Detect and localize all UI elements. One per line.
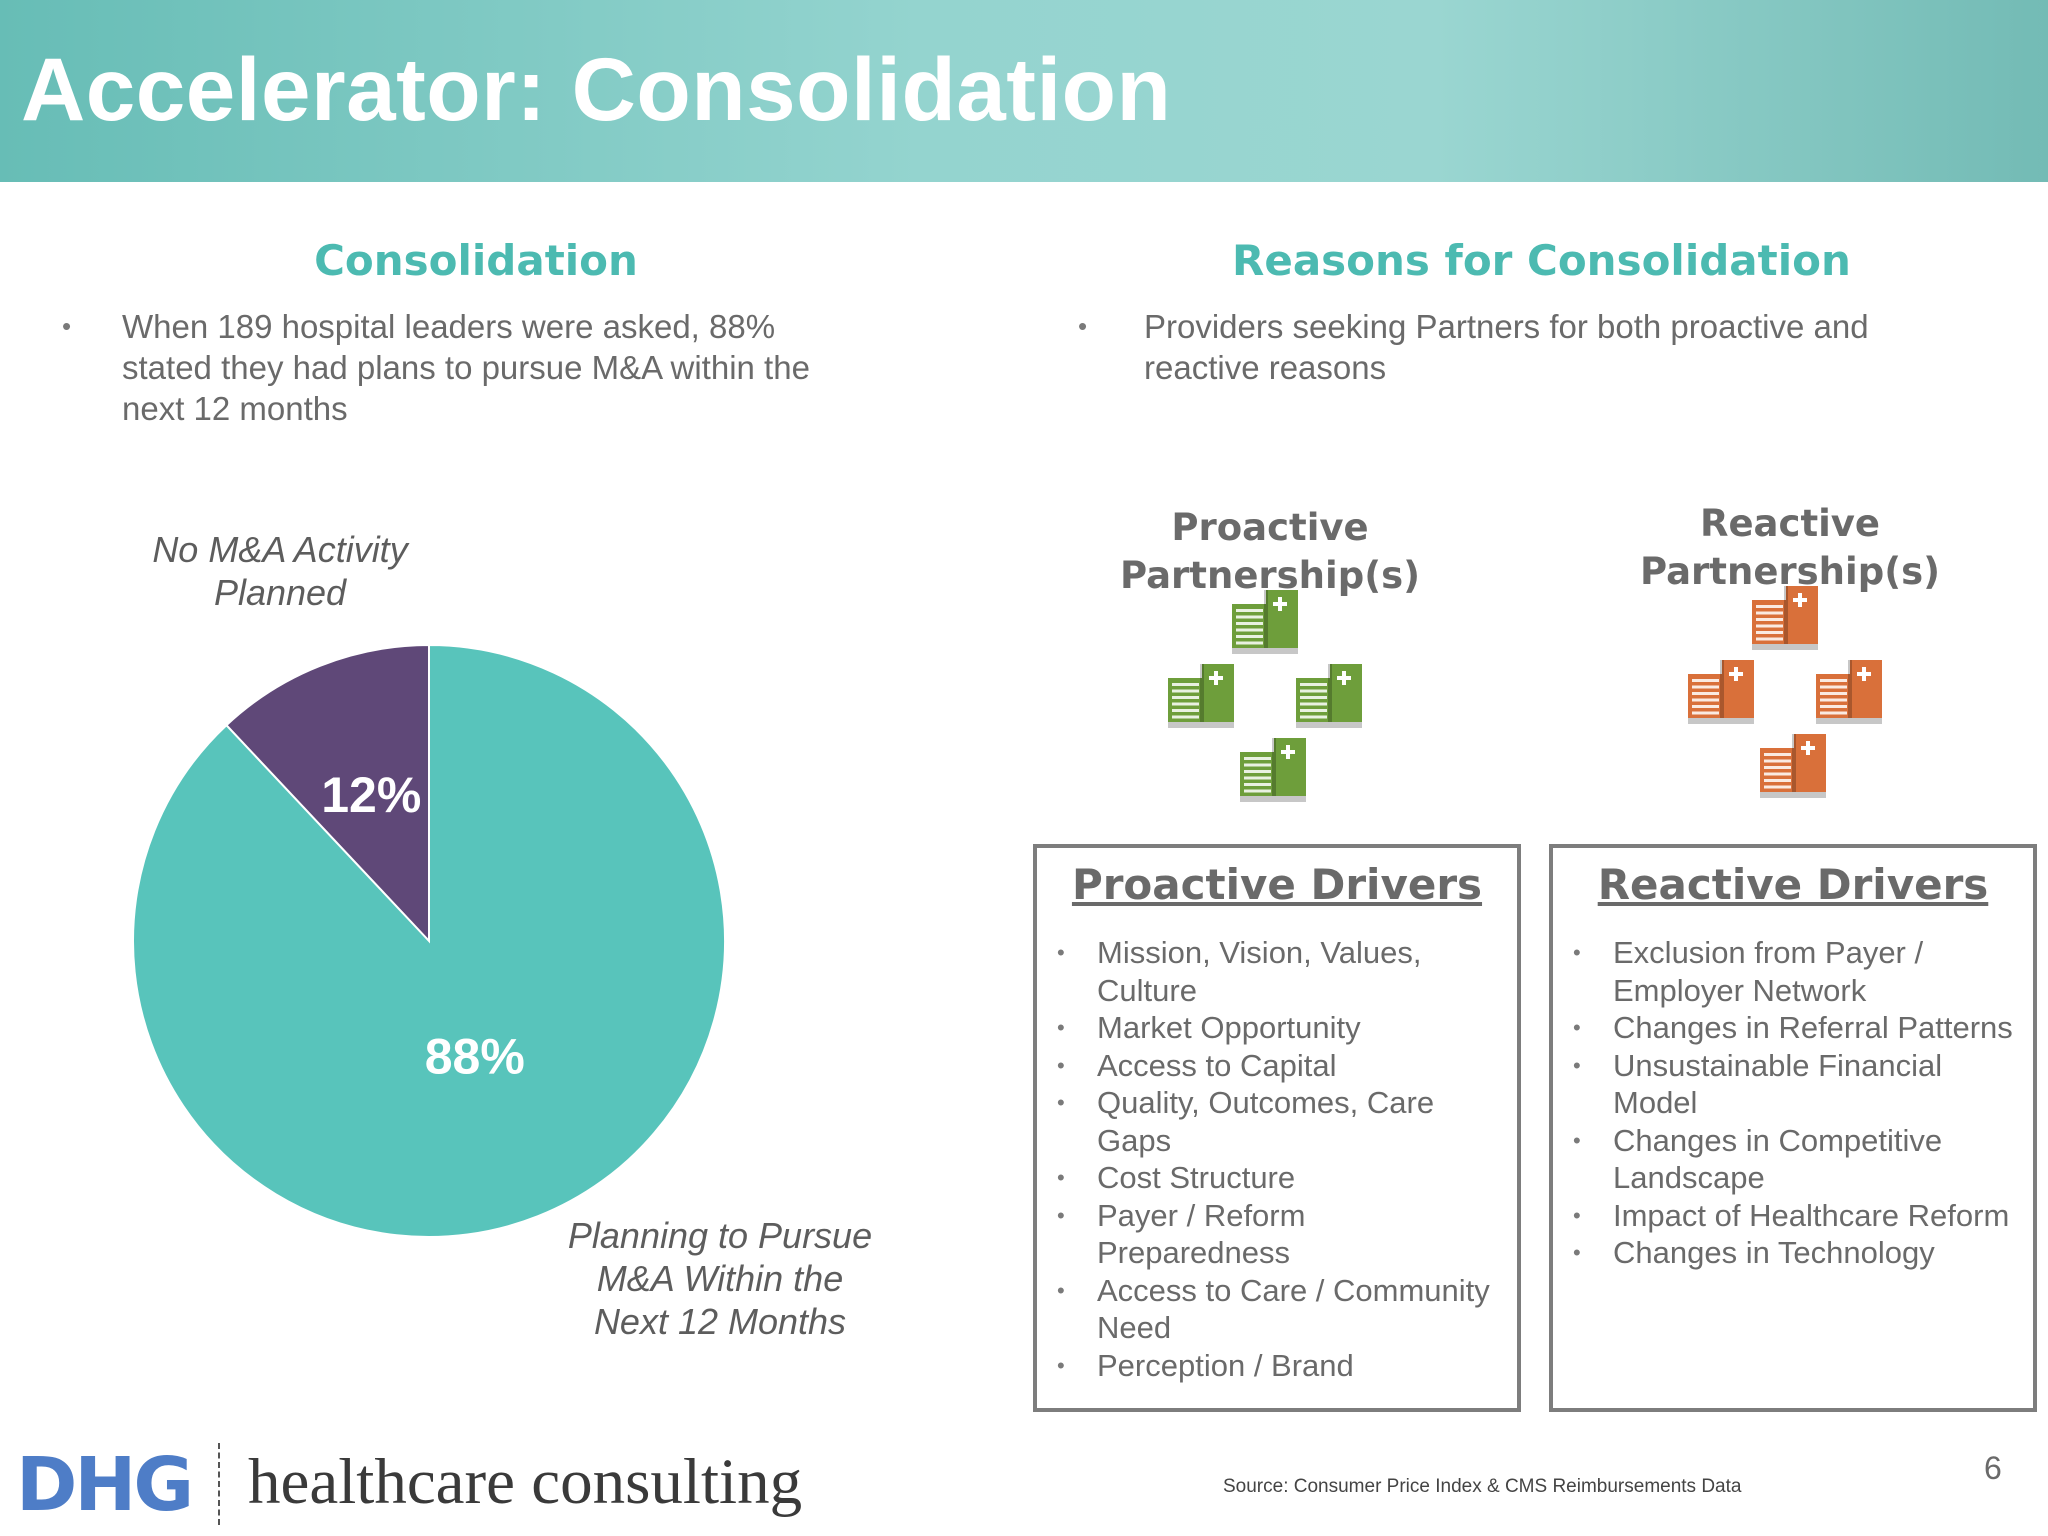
driver-item-line: Need: [1097, 1310, 1172, 1345]
hospital-building-icon: [1760, 734, 1826, 798]
driver-item-line: Payer / Reform: [1097, 1197, 1306, 1233]
bullet-dot: •: [1057, 1202, 1065, 1228]
reactive-title-line: Partnership(s): [1639, 550, 1941, 593]
pie-slice-labels: 12% 88%: [321, 767, 525, 1084]
proactive-title-line: Partnership(s): [1119, 554, 1421, 597]
hospital-building-icon: [1816, 660, 1882, 724]
pie-slices: [131, 643, 726, 1238]
hospital-building-icon: [1240, 738, 1306, 802]
reactive-partnership-title: Reactive Partnership(s): [1630, 500, 1950, 596]
driver-item-line: Gaps: [1097, 1122, 1172, 1158]
hospital-building-icon: [1232, 590, 1298, 654]
driver-item-line: Mission, Vision, Values,: [1097, 935, 1422, 970]
driver-item-line: Employer Network: [1613, 972, 1867, 1008]
driver-item-line: Impact of Healthcare Reform: [1613, 1197, 2010, 1233]
driver-item-line: Access to Care / Community: [1097, 1272, 1490, 1308]
bullet-dot: •: [1057, 1090, 1065, 1115]
driver-item-line: Access to Capital: [1097, 1047, 1337, 1083]
reasons-heading: Reasons for Consolidation: [1232, 236, 1851, 285]
bullet-dot: •: [1057, 1165, 1065, 1190]
bullet-dot: •: [1573, 1052, 1581, 1078]
bullet-dot: •: [1078, 311, 1088, 341]
reactive-drivers-heading: Reactive Drivers: [1597, 860, 1989, 909]
driver-item-line: Changes in Technology: [1613, 1235, 1935, 1270]
driver-item-line: Cost Structure: [1097, 1160, 1296, 1195]
reactive-drivers-box: Reactive Drivers • Exclusion from Payer /…: [1549, 844, 2037, 1412]
bullet-dot: •: [1057, 1015, 1065, 1040]
bullet-line: When 189 hospital leaders were asked, 88…: [122, 308, 776, 345]
planning-label: Planning to Pursue M&A Within the Next 1…: [560, 1214, 880, 1343]
driver-item-line: Market Opportunity: [1097, 1010, 1361, 1045]
driver-item-line: Quality, Outcomes, Care: [1097, 1085, 1435, 1120]
bullet-line: next 12 months: [122, 390, 348, 427]
pie-slice-label: 88%: [425, 1029, 525, 1085]
bullet-dot: •: [1573, 1202, 1581, 1228]
bullet-dot: •: [1057, 940, 1065, 965]
page-number: 6: [1984, 1450, 2002, 1486]
proactive-drivers-box: Proactive Drivers • Mission, Vision, Valu…: [1033, 844, 1521, 1412]
bullet-dot: •: [1573, 1015, 1581, 1040]
proactive-partnership-title: Proactive Partnership(s): [1110, 504, 1430, 600]
hospital-building-icon: [1168, 664, 1234, 728]
consolidation-heading: Consolidation: [314, 236, 638, 285]
driver-item-line: Unsustainable Financial: [1613, 1047, 1943, 1083]
hospital-building-icon: [1688, 660, 1754, 724]
bullet-dot: •: [1573, 1240, 1581, 1265]
pie-slice-label: 12%: [321, 767, 421, 823]
reactive-title-line: Reactive: [1699, 502, 1881, 545]
no-activity-label-line: No M&A Activity: [152, 529, 408, 570]
driver-item-line: Landscape: [1613, 1160, 1765, 1195]
proactive-hospital-icons: [1168, 590, 1362, 802]
reactive-hospital-icons: [1688, 586, 1882, 798]
bullet-line: Providers seeking Partners for both proa…: [1144, 308, 1869, 345]
bullet-dot: •: [1057, 1277, 1065, 1303]
dhg-logo: DHG: [16, 1442, 194, 1528]
hospital-building-icon: [1296, 664, 1362, 728]
pie-slice: [131, 643, 726, 1238]
no-activity-label-line: Planned: [213, 572, 347, 613]
bullet-line: stated they had plans to pursue M&A with…: [122, 349, 810, 386]
no-activity-label: No M&A Activity Planned: [130, 528, 430, 614]
driver-item-line: Exclusion from Payer /: [1613, 935, 1924, 970]
planning-label-line: Planning to Pursue: [567, 1215, 873, 1256]
driver-item-line: Changes in Competitive: [1613, 1122, 1943, 1158]
bullet-dot: •: [62, 311, 72, 341]
bullet-dot: •: [1057, 1352, 1065, 1378]
driver-item-line: Changes in Referral Patterns: [1613, 1010, 2013, 1045]
planning-label-line: M&A Within the: [596, 1258, 844, 1299]
bullet-dot: •: [1573, 940, 1581, 965]
driver-item-line: Model: [1613, 1085, 1698, 1120]
source-note: Source: Consumer Price Index & CMS Reimb…: [1223, 1476, 1742, 1497]
footer-divider: [218, 1443, 220, 1525]
driver-item-line: Culture: [1097, 972, 1197, 1008]
hospital-building-icon: [1752, 586, 1818, 650]
slide-title: Accelerator: Consolidation: [21, 39, 1172, 139]
bullet-dot: •: [1573, 1127, 1581, 1153]
pie-slice: [224, 643, 430, 944]
planning-label-line: Next 12 Months: [593, 1301, 847, 1342]
proactive-drivers-heading: Proactive Drivers: [1071, 860, 1483, 909]
bullet-line: reactive reasons: [1144, 349, 1387, 386]
footer-tagline: healthcare consulting: [248, 1446, 803, 1518]
proactive-title-line: Proactive: [1171, 506, 1369, 549]
driver-item-line: Perception / Brand: [1097, 1347, 1354, 1383]
driver-item-line: Preparedness: [1097, 1235, 1291, 1270]
bullet-dot: •: [1057, 1052, 1065, 1078]
title-banner: [0, 0, 2048, 182]
